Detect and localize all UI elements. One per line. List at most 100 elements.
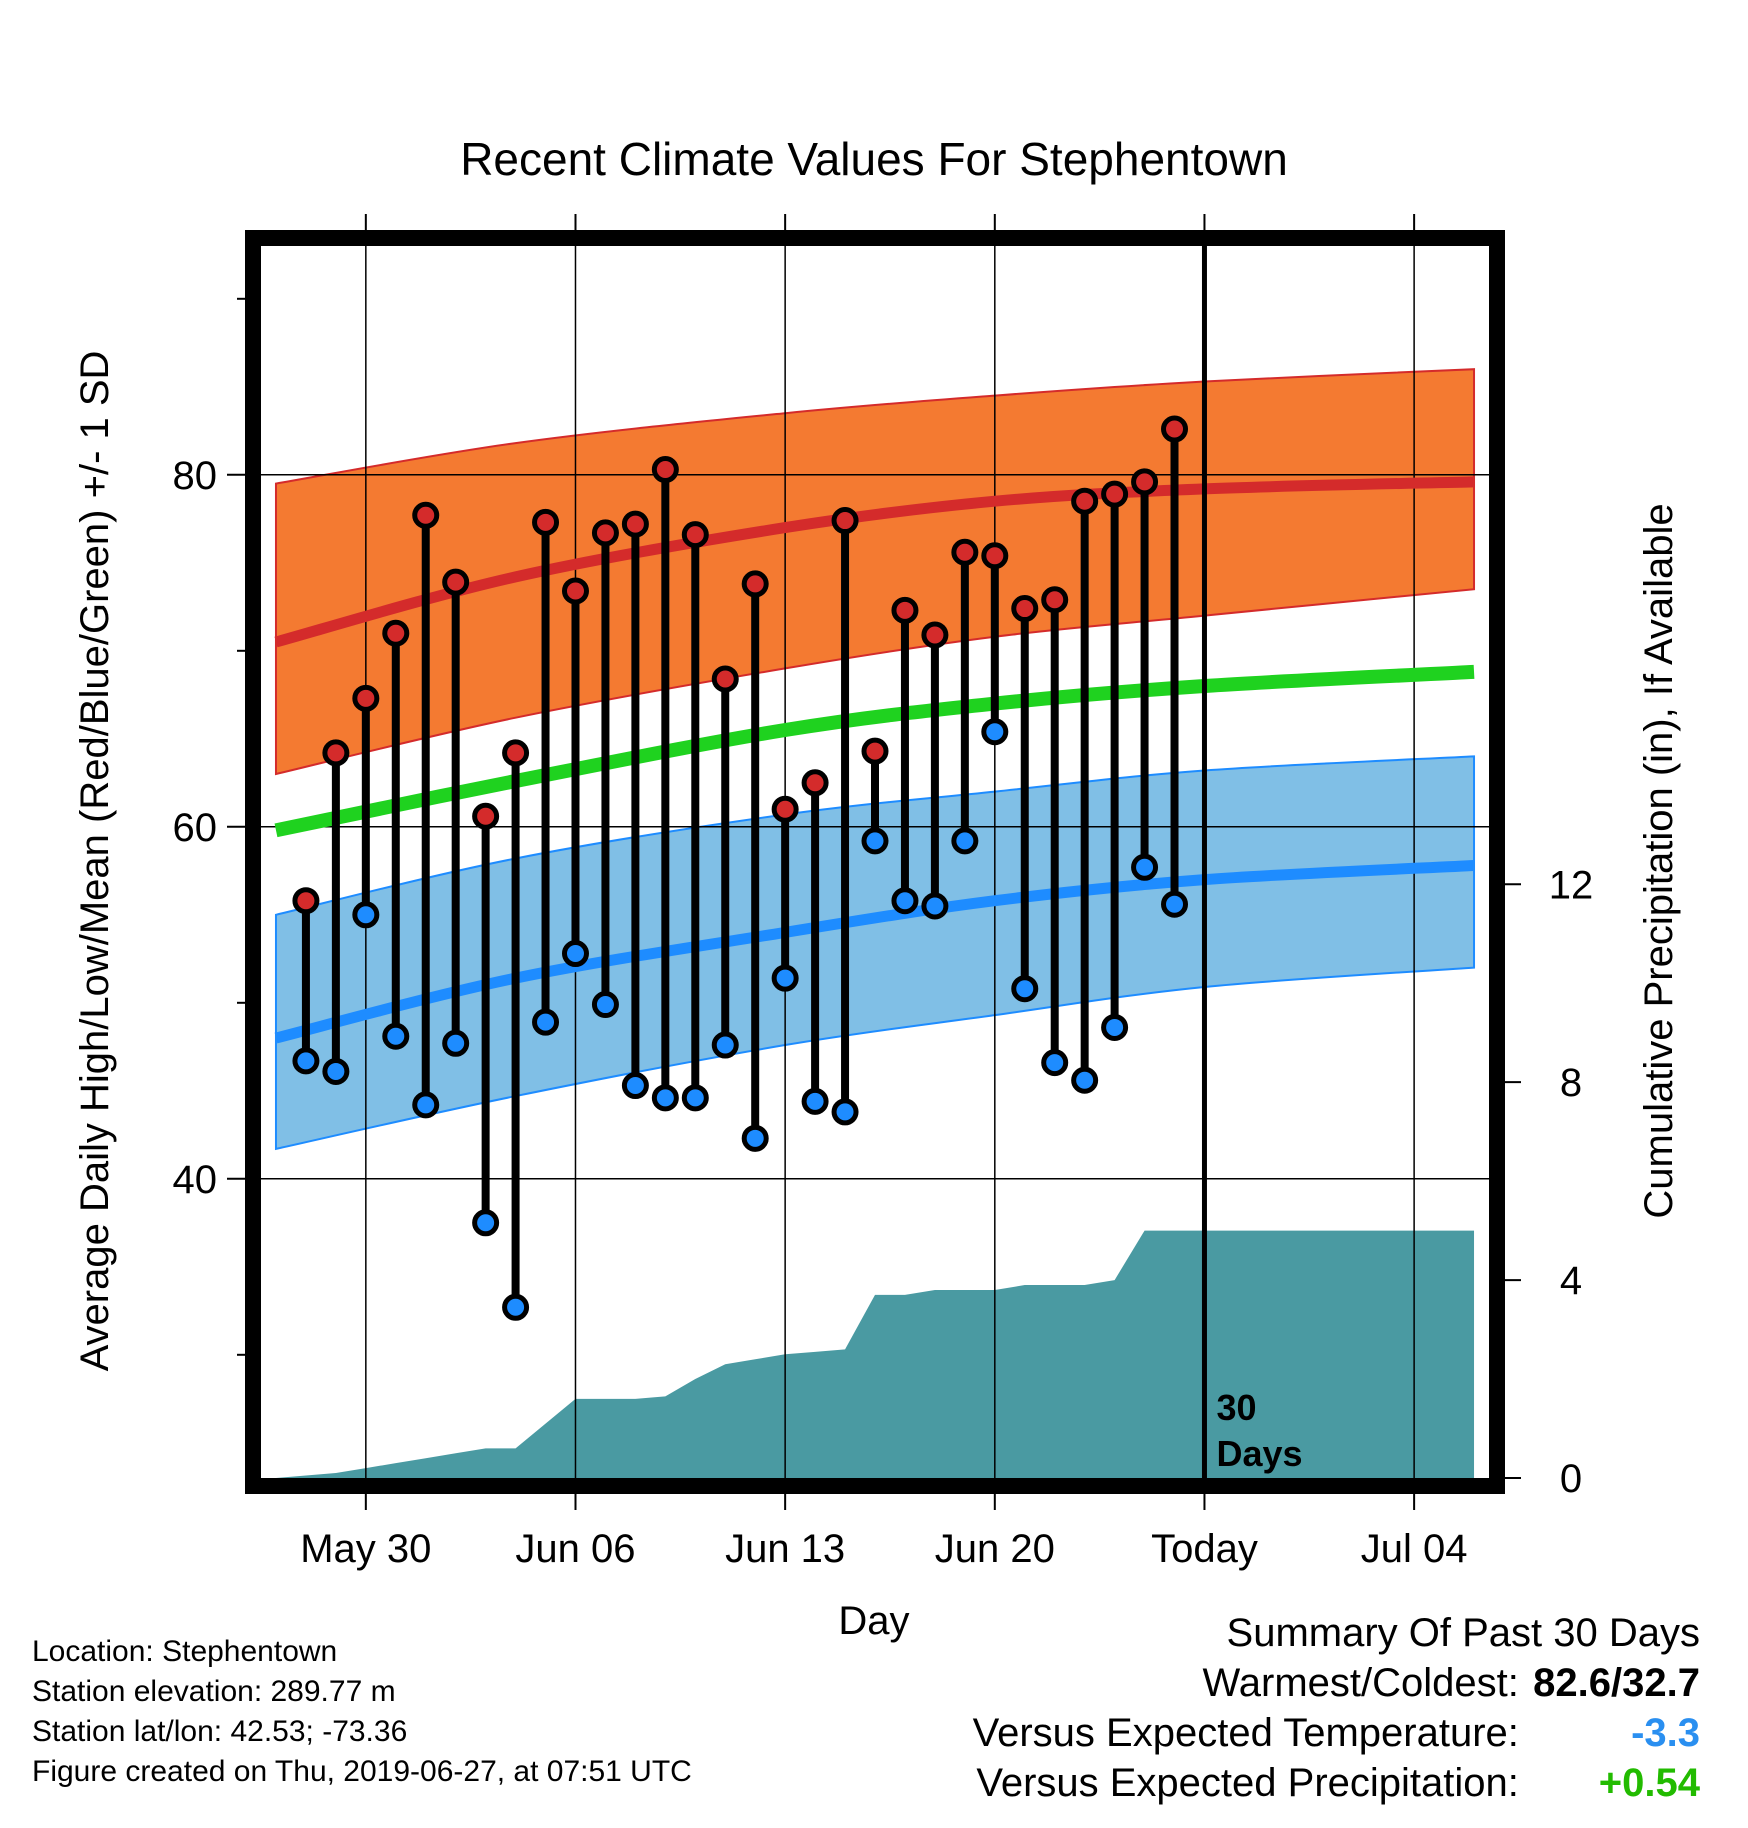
low-temp-point: [1101, 1013, 1129, 1041]
low-temp-point: [1011, 975, 1039, 1003]
high-temp-point: [322, 739, 350, 767]
y2-tick-label: 12: [1549, 863, 1594, 907]
location-text: Location: Stephentown: [32, 1635, 338, 1668]
low-temp-point: [502, 1293, 530, 1321]
high-temp-point: [801, 769, 829, 797]
chart-title: Recent Climate Values For Stephentown: [460, 133, 1288, 185]
created-text: Figure created on Thu, 2019-06-27, at 07…: [32, 1755, 692, 1788]
y-tick-label: 40: [173, 1158, 218, 1202]
x-tick-label: Jul 04: [1361, 1527, 1468, 1571]
high-temp-point: [861, 737, 889, 765]
x-tick-label: May 30: [300, 1527, 431, 1571]
low-temp-point: [322, 1057, 350, 1085]
low-temp-point: [352, 901, 380, 929]
low-temp-point: [771, 964, 799, 992]
elevation-text: Station elevation: 289.77 m: [32, 1675, 396, 1708]
warm-cold-value: 82.6/32.7: [1533, 1661, 1700, 1705]
low-temp-point: [1131, 853, 1159, 881]
high-temp-point: [472, 802, 500, 830]
plot-area: 30 Days May 30 Jun 06 Jun 13 Jun 20 Today Jul 0…: [173, 214, 1594, 1571]
temp-label: Versus Expected Temperature:: [972, 1711, 1519, 1755]
y-axis-label: Average Daily High/Low/Mean (Red/Blue/Gr…: [73, 351, 117, 1372]
high-temp-point: [1161, 415, 1189, 443]
low-temp-point: [801, 1087, 829, 1115]
high-temp-point: [891, 596, 919, 624]
normal-high-line: [274, 476, 1475, 648]
high-temp-point: [591, 519, 619, 547]
high-temp-point: [711, 665, 739, 693]
y2-tick-label: 4: [1560, 1259, 1582, 1303]
precip-label: Versus Expected Precipitation:: [976, 1761, 1519, 1805]
temp-value: -3.3: [1631, 1711, 1700, 1755]
low-temp-point: [412, 1091, 440, 1119]
high-temp-point: [981, 542, 1009, 570]
normal-mean-line: [274, 664, 1475, 838]
y-tick-label: 60: [173, 806, 218, 850]
low-temp-point: [891, 887, 919, 915]
high-temp-point: [502, 739, 530, 767]
x-tick-label: Today: [1151, 1527, 1258, 1571]
precip-value: +0.54: [1598, 1761, 1700, 1805]
plot-frame: [245, 230, 1505, 1494]
summary-panel: Summary Of Past 30 Days Warmest/Coldest:…: [973, 1608, 1700, 1808]
warm-cold-row: Warmest/Coldest: 82.6/32.7: [973, 1658, 1701, 1708]
today-annotation: 30: [1216, 1387, 1256, 1428]
high-temp-point: [532, 508, 560, 536]
high-temp-point: [292, 887, 320, 915]
high-temp-point: [352, 684, 380, 712]
high-temp-point: [951, 538, 979, 566]
low-temp-point: [981, 718, 1009, 746]
high-temp-point: [382, 619, 410, 647]
low-temp-point: [951, 827, 979, 855]
low-temp-point: [921, 892, 949, 920]
low-temp-point: [831, 1098, 859, 1126]
x-tick-label: Jun 13: [725, 1527, 845, 1571]
low-temp-point: [741, 1124, 769, 1152]
low-temp-point: [472, 1209, 500, 1237]
temp-row: Versus Expected Temperature: -3.3: [973, 1708, 1700, 1758]
warm-cold-label: Warmest/Coldest:: [1202, 1661, 1519, 1705]
low-temp-point: [532, 1008, 560, 1036]
station-info: Location: Stephentown Station elevation:…: [32, 1632, 692, 1792]
x-axis-label: Day: [838, 1599, 909, 1643]
high-temp-point: [1041, 586, 1069, 614]
x-tick-label: Jun 20: [935, 1527, 1055, 1571]
high-temp-point: [442, 568, 470, 596]
low-temp-point: [1071, 1066, 1099, 1094]
high-temp-point: [681, 521, 709, 549]
y2-tick-label: 8: [1560, 1061, 1582, 1105]
low-temp-point: [1161, 890, 1189, 918]
low-temp-point: [591, 991, 619, 1019]
today-annotation: Days: [1216, 1433, 1302, 1474]
high-temp-point: [741, 570, 769, 598]
low-temp-point: [382, 1022, 410, 1050]
low-temp-point: [861, 827, 889, 855]
y-tick-label: 80: [173, 454, 218, 498]
summary-heading: Summary Of Past 30 Days: [1226, 1611, 1700, 1655]
high-temp-point: [412, 501, 440, 529]
low-temp-point: [651, 1084, 679, 1112]
y2-tick-label: 0: [1560, 1457, 1582, 1501]
high-temp-point: [651, 456, 679, 484]
high-temp-point: [1071, 487, 1099, 515]
low-temp-point: [442, 1029, 470, 1057]
plot-content: 30 Days: [261, 246, 1489, 1478]
low-temp-point: [681, 1084, 709, 1112]
x-tick-label: Jun 06: [515, 1527, 635, 1571]
high-temp-point: [1011, 595, 1039, 623]
high-temp-point: [921, 621, 949, 649]
low-temp-point: [711, 1031, 739, 1059]
high-temp-point: [561, 577, 589, 605]
high-temp-point: [831, 507, 859, 535]
y2-axis-label: Cumulative Precipitation (in), If Availa…: [1637, 503, 1681, 1218]
low-temp-point: [1041, 1049, 1069, 1077]
latlon-text: Station lat/lon: 42.53; -73.36: [32, 1715, 408, 1748]
high-temp-point: [1131, 468, 1159, 496]
low-temp-point: [621, 1072, 649, 1100]
high-temp-point: [771, 795, 799, 823]
low-temp-point: [292, 1047, 320, 1075]
low-temp-point: [561, 940, 589, 968]
high-temp-point: [621, 510, 649, 538]
high-temp-point: [1101, 480, 1129, 508]
